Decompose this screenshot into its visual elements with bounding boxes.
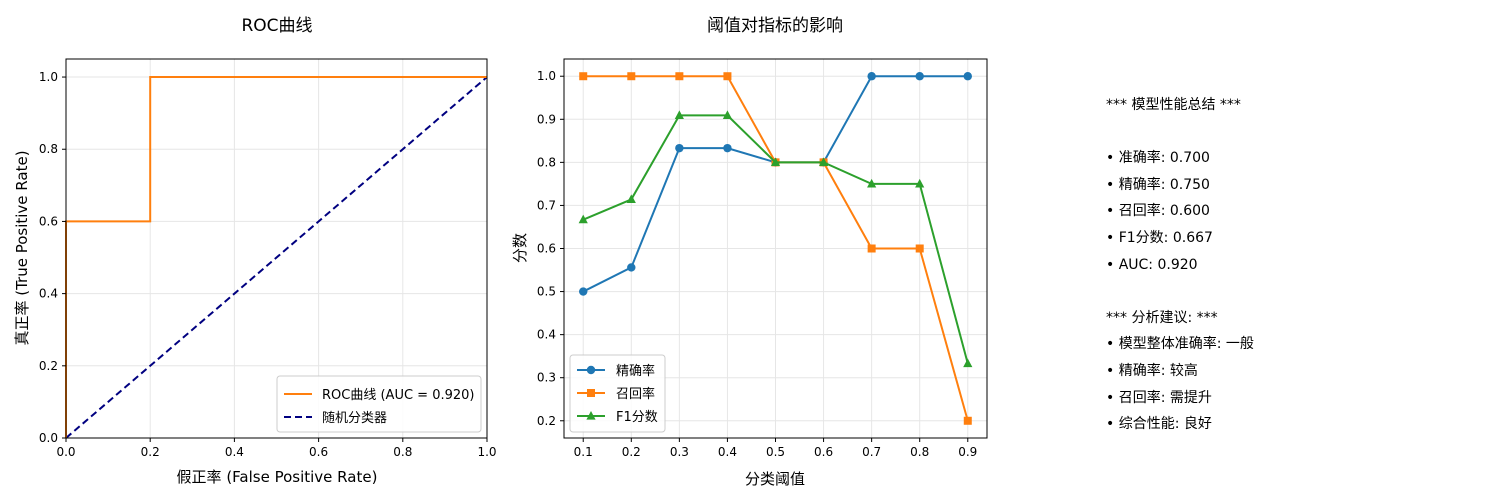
roc-x-tick-label: 0.6 <box>309 445 328 459</box>
threshold-x-tick-label: 0.4 <box>718 445 737 459</box>
summary-metric-auc: • AUC: 0.920 <box>1106 256 1198 273</box>
threshold-x-tick-label: 0.2 <box>622 445 641 459</box>
roc-legend-box <box>276 375 482 433</box>
performance-summary-panel: *** 模型性能总结 *** • 准确率: 0.700 • 精确率: 0.750… <box>1106 92 1466 438</box>
threshold-xlabel: 分类阈值 <box>745 470 805 488</box>
threshold-legend-marker-f1 <box>586 411 596 420</box>
roc-legend-label-roc: ROC曲线 (AUC = 0.920) <box>322 388 474 403</box>
threshold-x-tick-label: 0.9 <box>958 445 977 459</box>
threshold-y-tick-label: 1.0 <box>537 69 556 83</box>
roc-chart: ROC曲线 0.0 0.2 0.4 0.6 0.8 1.0 0.0 0.2 0.4 0.6 0.8 1… <box>13 16 497 486</box>
threshold-legend-marker-precision <box>586 365 596 375</box>
f1-point <box>867 178 877 188</box>
threshold-legend-box <box>569 354 666 433</box>
threshold-x-tick-label: 0.5 <box>766 445 785 459</box>
summary-header: *** 模型性能总结 *** <box>1106 97 1241 113</box>
summary-metric-recall: • 召回率: 0.600 <box>1106 203 1210 220</box>
roc-x-tick-label: 0.0 <box>56 445 75 459</box>
recall-point <box>579 72 588 81</box>
threshold-y-tick-label: 0.9 <box>537 112 556 126</box>
f1-point <box>578 214 588 224</box>
roc-legend-label-random: 随机分类器 <box>322 411 387 426</box>
threshold-legend: 精确率 召回率 F1分数 <box>569 354 666 433</box>
threshold-series-group <box>578 72 973 425</box>
roc-y-tick-label: 0.8 <box>39 142 58 156</box>
f1-point <box>963 358 973 368</box>
precision-point <box>963 72 972 81</box>
summary-metric-accuracy: • 准确率: 0.700 <box>1106 150 1210 167</box>
precision-point <box>723 143 732 153</box>
recall-point <box>867 244 876 253</box>
recall-point <box>723 72 732 81</box>
random-classifier-line <box>65 76 488 439</box>
threshold-x-tick-label: 0.8 <box>910 445 929 459</box>
f1-point <box>770 157 781 166</box>
threshold-ylabel: 分数 <box>511 233 529 263</box>
recall-point <box>675 72 684 81</box>
roc-y-tick-label: 1.0 <box>39 70 58 84</box>
threshold-x-tick-label: 0.3 <box>670 445 689 459</box>
threshold-y-tick-label: 0.7 <box>537 198 556 212</box>
recall-point <box>627 72 636 81</box>
roc-ylabel: 真正率 (True Positive Rate) <box>13 150 31 345</box>
threshold-legend-label-f1: F1分数 <box>616 410 658 425</box>
recall-point <box>915 244 924 253</box>
f1-point <box>626 194 636 204</box>
roc-ticks: 0.0 0.2 0.4 0.6 0.8 1.0 0.0 0.2 0.4 0.6 0.8 1.0 <box>39 70 497 459</box>
summary-metric-f1: • F1分数: 0.667 <box>1106 229 1213 246</box>
threshold-y-tick-label: 0.2 <box>537 414 556 428</box>
threshold-y-tick-label: 0.5 <box>537 285 556 299</box>
summary-advice-overall: • 综合性能: 良好 <box>1106 416 1212 433</box>
threshold-y-tick-label: 0.3 <box>537 371 556 385</box>
roc-x-tick-label: 0.2 <box>141 445 160 459</box>
threshold-legend-label-precision: 精确率 <box>616 363 655 379</box>
roc-legend: ROC曲线 (AUC = 0.920) 随机分类器 <box>276 375 482 433</box>
threshold-chart: 阈值对指标的影响 0.1 0.2 0.3 0.4 0.5 0.6 0.7 0.8 0.90.20… <box>511 16 988 488</box>
precision-point <box>867 72 876 81</box>
precision-point <box>915 72 924 81</box>
threshold-legend-label-recall: 召回率 <box>616 386 655 402</box>
threshold-y-tick-label: 0.4 <box>537 328 556 342</box>
roc-x-tick-label: 0.8 <box>393 445 412 459</box>
f1-point <box>674 110 684 120</box>
threshold-y-tick-label: 0.8 <box>537 155 556 169</box>
summary-advice-precision: • 精确率: 较高 <box>1106 362 1198 379</box>
roc-x-tick-label: 1.0 <box>477 445 496 459</box>
summary-advice-recall: • 召回率: 需提升 <box>1106 389 1212 406</box>
roc-y-tick-label: 0.2 <box>39 359 58 373</box>
roc-y-tick-label: 0.6 <box>39 214 58 228</box>
f1-point <box>818 157 829 166</box>
precision-point <box>627 263 636 272</box>
roc-y-tick-label: 0.0 <box>39 431 58 445</box>
threshold-legend-marker-recall <box>587 389 595 397</box>
roc-plot-frame <box>65 58 488 439</box>
f1-point <box>722 110 733 120</box>
threshold-x-tick-label: 0.7 <box>862 445 881 459</box>
threshold-x-tick-label: 0.6 <box>814 445 833 459</box>
roc-x-tick-label: 0.4 <box>225 445 244 459</box>
summary-metric-precision: • 精确率: 0.750 <box>1106 176 1210 193</box>
threshold-ticks: 0.1 0.2 0.3 0.4 0.5 0.6 0.7 0.8 0.9 0.2 0.3 0.4 0.5 0… <box>537 69 977 459</box>
threshold-x-tick-label: 0.1 <box>574 445 593 459</box>
precision-point <box>579 287 588 296</box>
summary-advice-accuracy: • 模型整体准确率: 一般 <box>1106 336 1254 353</box>
summary-spacer <box>1106 119 1466 146</box>
summary-advice-header: *** 分析建议: *** <box>1106 309 1218 326</box>
summary-spacer <box>1106 278 1466 305</box>
threshold-y-tick-label: 0.6 <box>537 242 556 256</box>
precision-point <box>675 143 684 153</box>
roc-title: ROC曲线 <box>241 16 312 36</box>
roc-y-tick-label: 0.4 <box>39 287 58 301</box>
roc-xlabel: 假正率 (False Positive Rate) <box>177 468 378 486</box>
threshold-title: 阈值对指标的影响 <box>707 16 843 36</box>
threshold-legend-items <box>577 365 605 420</box>
f1-point <box>915 178 925 188</box>
recall-point <box>963 416 972 425</box>
